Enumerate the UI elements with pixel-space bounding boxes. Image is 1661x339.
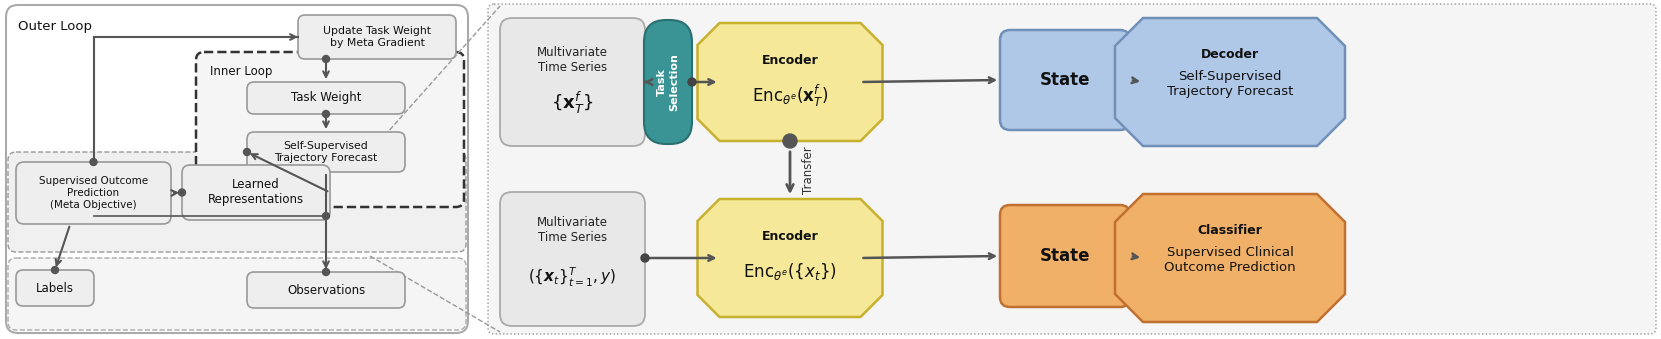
Circle shape: [322, 213, 329, 219]
Polygon shape: [698, 23, 882, 141]
FancyBboxPatch shape: [1000, 30, 1129, 130]
Text: Outer Loop: Outer Loop: [18, 20, 91, 33]
Text: Update Task Weight
by Meta Gradient: Update Task Weight by Meta Gradient: [322, 26, 430, 48]
FancyBboxPatch shape: [644, 20, 693, 144]
FancyBboxPatch shape: [247, 82, 405, 114]
FancyBboxPatch shape: [500, 18, 644, 146]
Polygon shape: [698, 199, 882, 317]
Circle shape: [641, 254, 649, 262]
Circle shape: [178, 189, 186, 196]
FancyBboxPatch shape: [1000, 205, 1129, 307]
FancyBboxPatch shape: [8, 258, 467, 330]
FancyBboxPatch shape: [17, 270, 95, 306]
FancyBboxPatch shape: [488, 4, 1656, 334]
Text: Encoder: Encoder: [762, 230, 819, 242]
Circle shape: [51, 266, 58, 274]
Text: $\mathrm{Enc}_{\theta^e}(\{x_t\})$: $\mathrm{Enc}_{\theta^e}(\{x_t\})$: [742, 261, 837, 282]
Text: Supervised Clinical
Outcome Prediction: Supervised Clinical Outcome Prediction: [1164, 246, 1296, 274]
Circle shape: [782, 134, 797, 148]
Text: Transfer: Transfer: [802, 146, 816, 194]
Text: Decoder: Decoder: [1201, 47, 1259, 60]
Text: $(\{\boldsymbol{x}_t\}_{t=1}^T, y)$: $(\{\boldsymbol{x}_t\}_{t=1}^T, y)$: [528, 265, 616, 288]
Text: Observations: Observations: [287, 283, 365, 297]
Text: Task
Selection: Task Selection: [658, 53, 679, 111]
Text: Supervised Outcome
Prediction
(Meta Objective): Supervised Outcome Prediction (Meta Obje…: [38, 176, 148, 210]
Circle shape: [322, 111, 329, 118]
Polygon shape: [1115, 18, 1345, 146]
Circle shape: [322, 56, 329, 62]
Text: Encoder: Encoder: [762, 54, 819, 66]
Text: Task Weight: Task Weight: [291, 92, 360, 104]
FancyBboxPatch shape: [297, 15, 457, 59]
Circle shape: [322, 268, 329, 276]
FancyBboxPatch shape: [196, 52, 463, 207]
Text: State: State: [1040, 247, 1090, 265]
FancyBboxPatch shape: [247, 132, 405, 172]
Text: Labels: Labels: [37, 281, 75, 295]
Circle shape: [688, 78, 696, 86]
Text: Self-Supervised
Trajectory Forecast: Self-Supervised Trajectory Forecast: [1166, 70, 1294, 98]
FancyBboxPatch shape: [183, 165, 331, 220]
FancyBboxPatch shape: [17, 162, 171, 224]
Text: Multivariate
Time Series: Multivariate Time Series: [537, 46, 608, 74]
Text: Multivariate
Time Series: Multivariate Time Series: [537, 216, 608, 244]
Text: Classifier: Classifier: [1198, 223, 1262, 237]
Text: Inner Loop: Inner Loop: [209, 65, 272, 78]
Circle shape: [244, 148, 251, 156]
FancyBboxPatch shape: [247, 272, 405, 308]
Text: $\{\mathbf{x}_T^f\}$: $\{\mathbf{x}_T^f\}$: [551, 90, 593, 116]
Polygon shape: [1115, 194, 1345, 322]
Text: State: State: [1040, 71, 1090, 89]
Text: Learned
Representations: Learned Representations: [208, 179, 304, 206]
Circle shape: [90, 159, 96, 165]
Text: $\mathrm{Enc}_{\theta^e}(\mathbf{x}_T^f)$: $\mathrm{Enc}_{\theta^e}(\mathbf{x}_T^f)…: [752, 83, 829, 109]
FancyBboxPatch shape: [7, 5, 468, 333]
FancyBboxPatch shape: [8, 152, 467, 252]
Text: Self-Supervised
Trajectory Forecast: Self-Supervised Trajectory Forecast: [274, 141, 377, 163]
FancyBboxPatch shape: [500, 192, 644, 326]
